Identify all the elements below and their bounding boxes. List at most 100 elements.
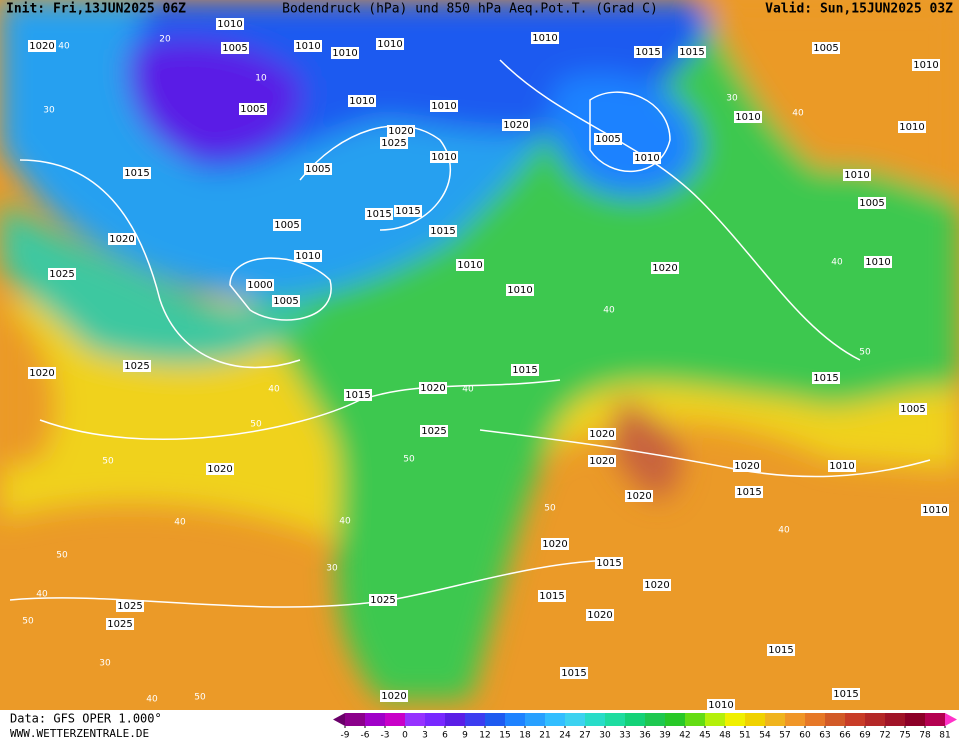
label-box <box>586 609 614 621</box>
isobar <box>499 59 861 361</box>
legend-tick-label: 21 <box>539 731 550 741</box>
isobar-label: 1000 <box>247 280 272 291</box>
label-box <box>294 250 322 262</box>
label-box <box>430 100 458 112</box>
temperature-label: 10 <box>255 74 267 84</box>
isobar-label: 1010 <box>735 112 760 123</box>
data-source: Data: GFS OPER 1.000° <box>10 712 162 726</box>
legend-tick-label: 39 <box>659 731 671 741</box>
label-box <box>912 59 940 71</box>
legend-tick-label: 18 <box>519 731 531 741</box>
label-box <box>123 360 151 372</box>
isobar-label: 1025 <box>117 601 142 612</box>
legend-tick-label: 42 <box>679 731 690 741</box>
legend-tick-label: 0 <box>402 731 408 741</box>
legend-swatch <box>765 713 785 726</box>
isobar-label: 1020 <box>626 491 651 502</box>
isobar-label: 1010 <box>507 285 532 296</box>
isobar-label: 1025 <box>421 426 446 437</box>
temperature-label: 50 <box>56 551 68 561</box>
isobar <box>19 159 301 369</box>
isobar <box>299 125 452 231</box>
label-box <box>511 364 539 376</box>
isobar-label: 1005 <box>274 220 299 231</box>
label-box <box>594 133 622 145</box>
label-box <box>430 151 458 163</box>
isobar-label: 1015 <box>679 47 704 58</box>
label-box <box>239 103 267 115</box>
init-time: Init: Fri,13JUN2025 06Z <box>6 2 186 17</box>
label-box <box>898 121 926 133</box>
isobar-label: 1015 <box>561 668 586 679</box>
temperature-label: 50 <box>194 693 206 703</box>
temperature-label: 50 <box>544 504 556 514</box>
isobar-label: 1015 <box>539 591 564 602</box>
legend-swatch <box>625 713 645 726</box>
legend-swatch <box>845 713 865 726</box>
isobar-label: 1020 <box>587 610 612 621</box>
temperature-label: 50 <box>22 617 34 627</box>
label-box <box>376 38 404 50</box>
isobar-label: 1025 <box>49 269 74 280</box>
label-box <box>651 262 679 274</box>
label-box <box>595 557 623 569</box>
label-box <box>634 46 662 58</box>
label-box <box>28 367 56 379</box>
label-box <box>858 197 886 209</box>
isobar-label: 1020 <box>734 461 759 472</box>
isobar-label: 1020 <box>420 383 445 394</box>
color-legend: -9 -6 -3 0 3 6 9 12 15 18 21 24 27 30 33 36 39 42 45 48 51 54… <box>333 713 957 741</box>
isobar-label: 1025 <box>381 138 406 149</box>
isobar-label: 1010 <box>634 153 659 164</box>
isobar-label: 1010 <box>431 152 456 163</box>
legend-swatch <box>885 713 905 726</box>
isobar-label: 1015 <box>512 365 537 376</box>
label-box <box>812 372 840 384</box>
label-box <box>843 169 871 181</box>
legend-tick-label: 69 <box>859 731 871 741</box>
legend-high-arrow <box>945 713 957 726</box>
label-box <box>921 504 949 516</box>
legend-swatch <box>905 713 925 726</box>
legend-tick-label: 60 <box>799 731 811 741</box>
isobar-label: 1020 <box>503 120 528 131</box>
isobar-label: 1015 <box>345 390 370 401</box>
isobar-label: 1005 <box>595 134 620 145</box>
legend-swatch <box>365 713 385 726</box>
legend-tick-label: -6 <box>361 731 370 741</box>
label-box <box>348 95 376 107</box>
legend-swatch <box>645 713 665 726</box>
isobar-label: 1010 <box>332 48 357 59</box>
legend-tick-label: 9 <box>462 731 468 741</box>
legend-tick-label: 78 <box>919 731 931 741</box>
legend-tick-label: 3 <box>422 731 428 741</box>
isobar <box>39 379 561 440</box>
label-box <box>734 111 762 123</box>
isobar-label: 1015 <box>596 558 621 569</box>
legend-swatch <box>605 713 625 726</box>
label-box <box>369 594 397 606</box>
isobar-label: 1020 <box>388 126 413 137</box>
label-box <box>531 32 559 44</box>
label-box <box>123 167 151 179</box>
legend-swatch <box>545 713 565 726</box>
isobar-label: 1010 <box>865 257 890 268</box>
temperature-label: 40 <box>462 385 474 395</box>
valid-time: Valid: Sun,15JUN2025 03Z <box>765 2 953 17</box>
label-box <box>420 425 448 437</box>
legend-tick-label: -3 <box>381 731 390 741</box>
isobar-label: 1020 <box>644 580 669 591</box>
label-box <box>767 644 795 656</box>
label-box <box>216 18 244 30</box>
temperature-label: 50 <box>859 348 871 358</box>
isobar-label: 1015 <box>395 206 420 217</box>
legend-tick-label: 15 <box>499 731 510 741</box>
label-box <box>28 40 56 52</box>
temperature-label: 30 <box>726 94 738 104</box>
legend-tick-label: 48 <box>719 731 731 741</box>
label-box <box>387 125 415 137</box>
legend-swatch <box>565 713 585 726</box>
label-box <box>899 403 927 415</box>
isobar-label: 1010 <box>844 170 869 181</box>
